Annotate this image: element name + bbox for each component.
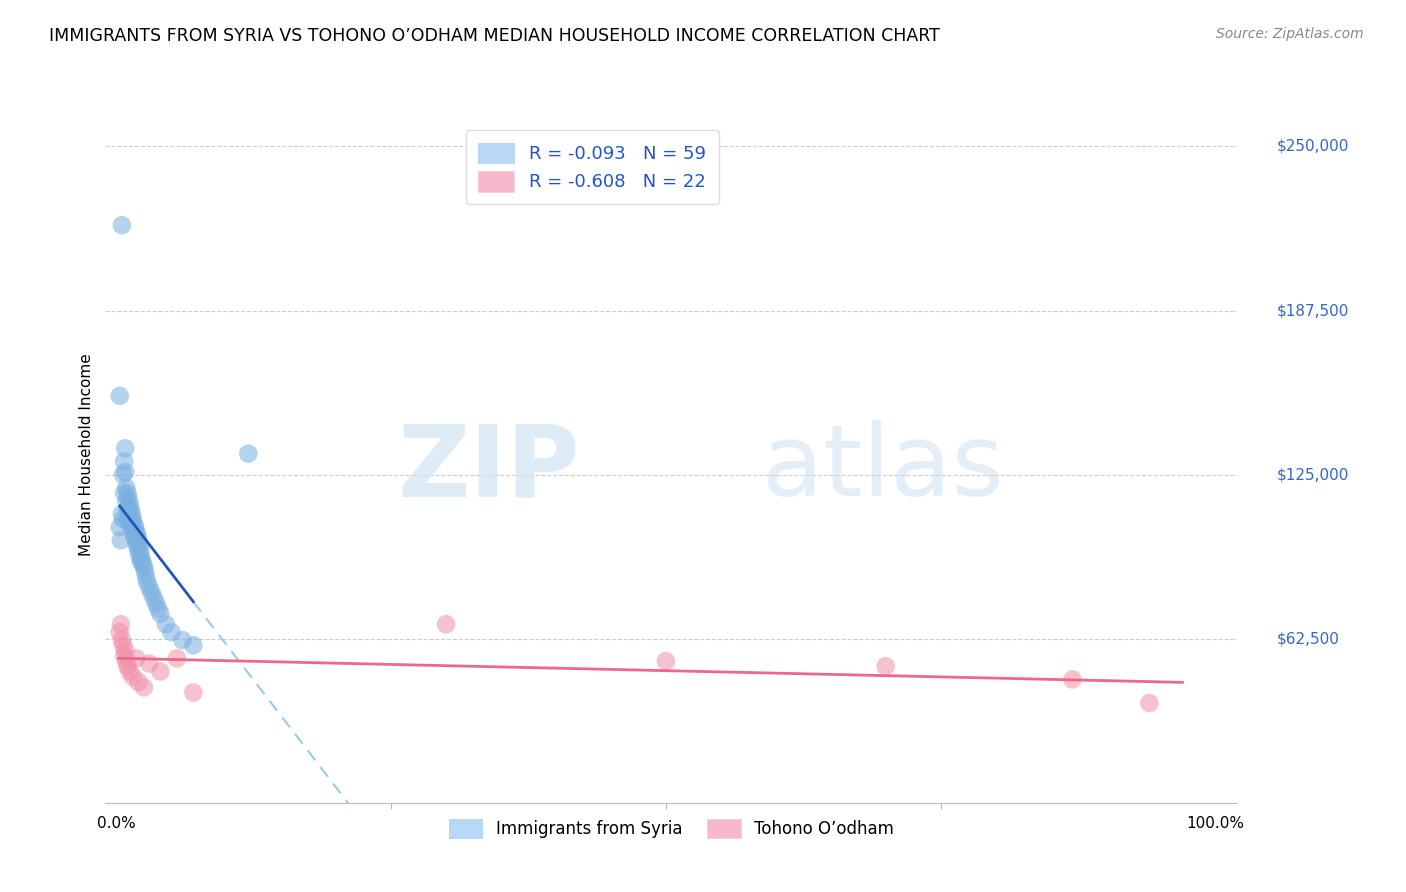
- Point: [115, 481, 138, 495]
- Point: [121, 507, 143, 521]
- Point: [114, 442, 136, 456]
- Point: [149, 665, 172, 679]
- Point: [129, 543, 152, 558]
- Point: [138, 657, 160, 671]
- Point: [149, 607, 172, 621]
- Point: [117, 659, 139, 673]
- Point: [183, 685, 205, 699]
- Point: [166, 651, 188, 665]
- Point: [145, 596, 167, 610]
- Point: [112, 467, 135, 482]
- Point: [148, 601, 170, 615]
- Point: [122, 523, 145, 537]
- Point: [115, 654, 138, 668]
- Point: [131, 551, 153, 566]
- Point: [111, 633, 134, 648]
- Point: [122, 517, 145, 532]
- Point: [124, 520, 146, 534]
- Point: [183, 638, 205, 652]
- Y-axis label: Median Household Income: Median Household Income: [79, 353, 94, 557]
- Text: $187,500: $187,500: [1277, 303, 1350, 318]
- Point: [118, 496, 141, 510]
- Point: [125, 525, 148, 540]
- Point: [117, 512, 139, 526]
- Point: [127, 675, 149, 690]
- Point: [118, 517, 141, 532]
- Point: [108, 625, 131, 640]
- Point: [117, 501, 139, 516]
- Text: ZIP: ZIP: [398, 420, 581, 517]
- Point: [132, 680, 155, 694]
- Point: [127, 528, 149, 542]
- Point: [111, 507, 134, 521]
- Point: [142, 591, 165, 605]
- Point: [118, 507, 141, 521]
- Legend: Immigrants from Syria, Tohono O’odham: Immigrants from Syria, Tohono O’odham: [440, 811, 903, 847]
- Point: [141, 586, 163, 600]
- Point: [117, 486, 139, 500]
- Point: [112, 454, 135, 468]
- Point: [136, 575, 159, 590]
- Point: [114, 643, 136, 657]
- Point: [128, 539, 150, 553]
- Point: [127, 533, 149, 548]
- Point: [127, 543, 149, 558]
- Point: [112, 512, 135, 526]
- Point: [108, 520, 131, 534]
- Point: [118, 665, 141, 679]
- Point: [1062, 673, 1084, 687]
- Point: [129, 554, 152, 568]
- Point: [120, 501, 142, 516]
- Point: [1137, 696, 1160, 710]
- Point: [111, 218, 134, 232]
- Point: [155, 617, 177, 632]
- Point: [117, 491, 139, 506]
- Text: IMMIGRANTS FROM SYRIA VS TOHONO O’ODHAM MEDIAN HOUSEHOLD INCOME CORRELATION CHAR: IMMIGRANTS FROM SYRIA VS TOHONO O’ODHAM …: [49, 27, 941, 45]
- Point: [122, 512, 145, 526]
- Point: [117, 501, 139, 516]
- Point: [160, 625, 183, 640]
- Point: [875, 659, 897, 673]
- Text: $250,000: $250,000: [1277, 139, 1350, 154]
- Point: [655, 654, 678, 668]
- Point: [138, 581, 160, 595]
- Point: [124, 531, 146, 545]
- Point: [112, 486, 135, 500]
- Point: [112, 648, 135, 663]
- Point: [120, 512, 142, 526]
- Point: [134, 565, 156, 579]
- Point: [110, 617, 132, 632]
- Point: [434, 617, 457, 632]
- Text: $125,000: $125,000: [1277, 467, 1350, 482]
- Point: [117, 512, 139, 526]
- Point: [127, 539, 149, 553]
- Point: [238, 447, 260, 461]
- Point: [128, 549, 150, 563]
- Point: [125, 536, 148, 550]
- Point: [135, 570, 157, 584]
- Text: $62,500: $62,500: [1277, 632, 1340, 646]
- Point: [122, 528, 145, 542]
- Point: [121, 517, 143, 532]
- Point: [172, 633, 194, 648]
- Text: atlas: atlas: [762, 420, 1004, 517]
- Point: [110, 533, 132, 548]
- Point: [114, 465, 136, 479]
- Point: [108, 389, 131, 403]
- Point: [115, 494, 138, 508]
- Point: [122, 670, 145, 684]
- Point: [125, 651, 148, 665]
- Point: [132, 559, 155, 574]
- Point: [112, 638, 135, 652]
- Point: [132, 557, 155, 571]
- Text: Source: ZipAtlas.com: Source: ZipAtlas.com: [1216, 27, 1364, 41]
